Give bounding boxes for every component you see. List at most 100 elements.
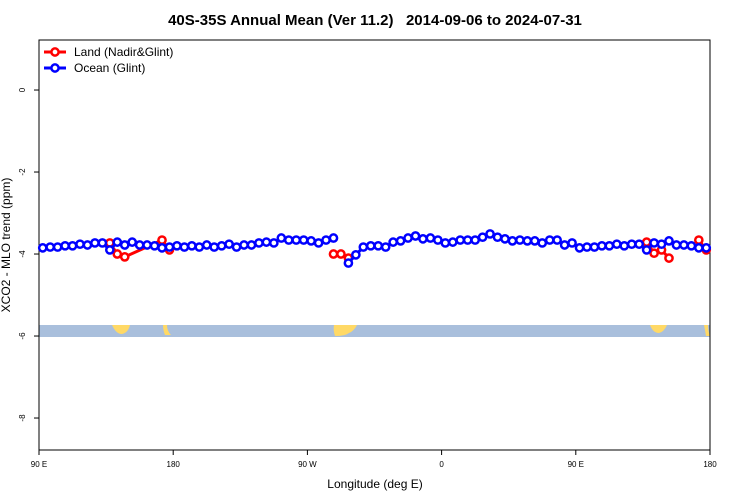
data-point (127, 237, 138, 247)
data-point (112, 249, 123, 259)
data-point (104, 245, 115, 255)
y-tick-label: -8 (18, 414, 27, 422)
data-point (537, 238, 548, 248)
y-tick-label: -2 (18, 168, 27, 176)
data-point (82, 240, 93, 250)
data-point (611, 239, 622, 250)
data-point (37, 243, 48, 253)
data-point (119, 252, 130, 262)
x-tick-label: 0 (439, 460, 444, 469)
data-point (60, 240, 70, 251)
data-point (447, 237, 458, 247)
data-point (142, 240, 152, 250)
data-point (649, 238, 659, 248)
data-point (597, 240, 607, 251)
y-axis-label: XCO2 - MLO trend (ppm) (0, 178, 13, 313)
data-point (373, 240, 384, 251)
data-point (664, 253, 674, 263)
data-point (693, 235, 704, 245)
x-tick-label: 90 W (298, 460, 317, 469)
data-point (164, 242, 175, 252)
data-point (440, 238, 451, 248)
data-point (351, 249, 361, 260)
data-point (283, 235, 294, 245)
data-point (395, 236, 406, 246)
data-point (641, 245, 652, 255)
data-point (157, 243, 167, 253)
data-point (522, 236, 533, 246)
data-point (269, 238, 279, 248)
data-point (403, 233, 413, 243)
data-point (157, 235, 167, 245)
data-point (679, 240, 689, 250)
data-point (477, 232, 488, 243)
data-point (67, 240, 78, 251)
legend-marker (50, 47, 60, 57)
x-tick-label: 90 E (568, 460, 584, 469)
x-tick-label: 180 (167, 460, 181, 469)
data-point (90, 238, 100, 248)
data-point (559, 240, 570, 250)
y-tick-label: -6 (18, 332, 27, 340)
y-tick-label: 0 (18, 87, 27, 92)
data-point (649, 248, 659, 259)
data-point (634, 239, 645, 250)
data-point (544, 235, 555, 245)
data-point (701, 243, 712, 253)
data-point (455, 235, 466, 245)
data-point (574, 243, 585, 253)
data-point (216, 240, 227, 251)
data-point (179, 242, 190, 252)
data-point (604, 240, 615, 251)
data-point (52, 242, 63, 252)
x-axis-label: Longitude (deg E) (327, 477, 422, 491)
legend-marker (50, 63, 60, 73)
data-point (45, 242, 56, 252)
data-point (529, 236, 540, 246)
data-point (328, 233, 339, 243)
data-point (358, 242, 369, 252)
data-point (410, 231, 421, 241)
data-point (149, 240, 160, 251)
data-point (261, 237, 272, 247)
data-point (112, 237, 123, 247)
data-point (328, 249, 339, 259)
data-point (462, 235, 473, 245)
data-point (619, 240, 630, 251)
data-point (224, 239, 234, 250)
data-point (313, 238, 324, 248)
data-point (485, 229, 495, 239)
data-point (470, 235, 480, 245)
data-point (75, 239, 85, 250)
data-point (626, 239, 637, 250)
data-point (201, 240, 212, 250)
data-point (194, 242, 205, 252)
data-point (507, 236, 518, 246)
data-point (291, 235, 302, 245)
data-point (365, 240, 376, 251)
data-point (425, 233, 436, 243)
data-point (119, 240, 130, 250)
data-point (172, 240, 182, 251)
data-point (693, 243, 704, 253)
legend-label: Ocean (Glint) (74, 61, 145, 75)
data-point (567, 238, 577, 248)
data-point (686, 240, 697, 251)
data-point (276, 233, 287, 243)
x-tick-label: 90 E (31, 460, 47, 469)
data-point (97, 238, 108, 248)
data-point (134, 240, 145, 250)
data-point (306, 236, 316, 246)
data-point (231, 242, 242, 252)
data-point (492, 232, 503, 243)
data-point (239, 240, 249, 250)
data-point (254, 238, 264, 248)
data-point (388, 237, 398, 247)
data-point (552, 235, 563, 245)
data-point (209, 242, 220, 252)
y-tick-label: -4 (18, 250, 27, 258)
data-point (321, 235, 331, 245)
data-point (515, 235, 525, 245)
data-point (343, 258, 354, 268)
map-strip (39, 325, 710, 337)
